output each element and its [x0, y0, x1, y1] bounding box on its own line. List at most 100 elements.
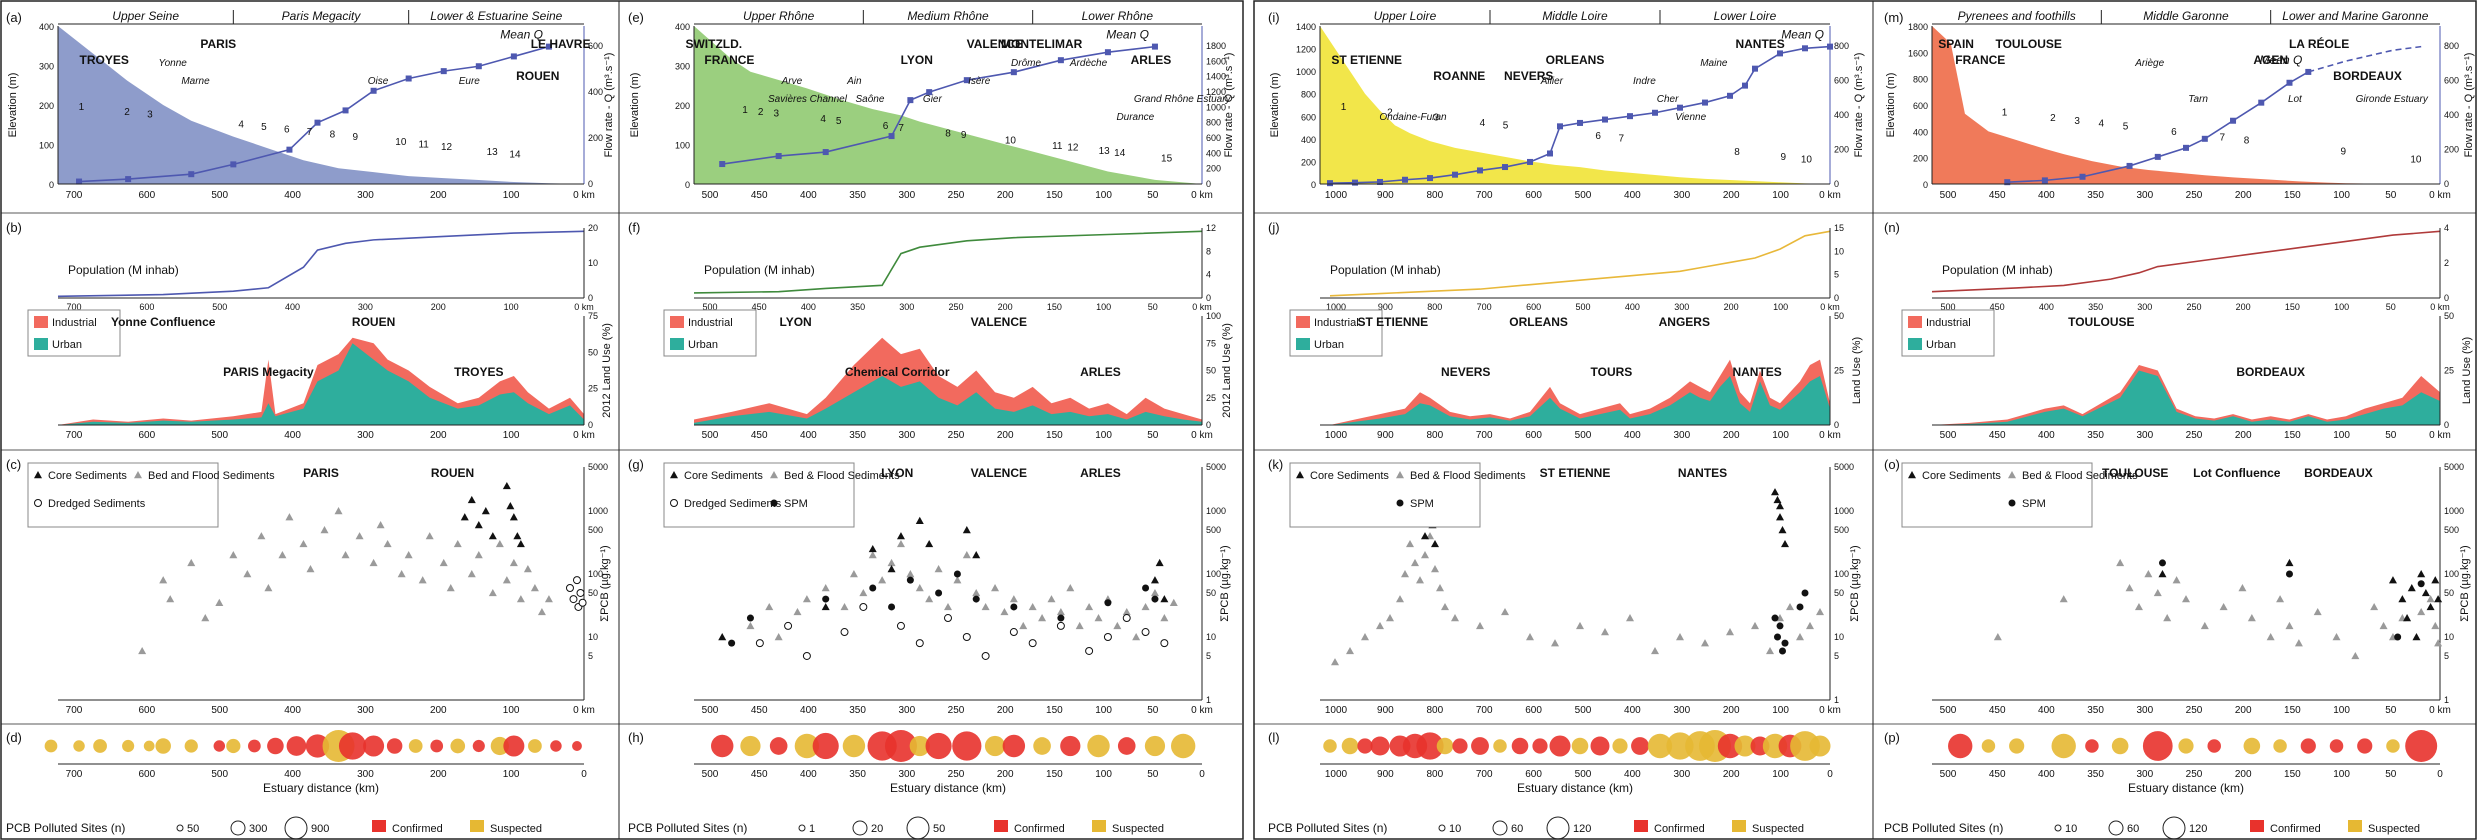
y2-tick: 1000 — [1834, 506, 1854, 516]
core-sediment-point — [1431, 539, 1439, 548]
x-tick: 200 — [430, 430, 447, 441]
bed-sediment-point — [1526, 633, 1534, 641]
y2-tick: 0 — [588, 179, 593, 189]
panel-label: (p) — [1884, 730, 1900, 745]
core-sediment-point — [1773, 495, 1782, 504]
bed-sediment-point — [334, 507, 343, 515]
y2-axis-label: Flow rate - Q (m³.s⁻¹) — [2463, 53, 2475, 158]
urban-swatch — [670, 338, 684, 350]
mean-q-point — [2201, 135, 2208, 142]
dredged-sediment-point — [962, 633, 971, 642]
y2-tick: 0 — [2444, 420, 2449, 430]
site-size-legend — [1492, 820, 1508, 836]
x-tick: 200 — [1724, 302, 1739, 312]
x-tick: 0 km — [2429, 705, 2451, 716]
y2-axis-label: ΣPCB (µg.kg⁻¹) — [599, 545, 611, 621]
x-tick: 300 — [1673, 769, 1690, 780]
x-tick: 200 — [2235, 190, 2252, 201]
y-tick: 600 — [1301, 112, 1316, 122]
bed-sediment-point — [887, 558, 896, 567]
dredged-sediment-point — [981, 651, 990, 660]
y-tick: 100 — [39, 141, 54, 151]
core-sediment-point — [2431, 576, 2440, 584]
elevation-annotation: 2 — [1387, 107, 1393, 118]
land-annotation: Chemical Corridor — [845, 365, 950, 379]
y-tick: 200 — [39, 101, 54, 111]
bed-sediment-point — [1009, 595, 1018, 603]
pcb-annotation: Lot Confluence — [2193, 466, 2281, 480]
core-sediment-point — [467, 495, 476, 504]
elevation-annotation: Ardèche — [1069, 58, 1108, 69]
x-tick: 0 — [1827, 769, 1833, 780]
x-tick: 200 — [430, 705, 447, 716]
elevation-annotation: 5 — [836, 116, 842, 127]
x-tick: 400 — [1624, 190, 1641, 201]
x-tick: 250 — [948, 302, 963, 312]
x-tick: 500 — [211, 430, 228, 441]
x-tick: 500 — [1575, 705, 1592, 716]
x-axis-label: Estuary distance (km) — [890, 781, 1006, 795]
mean-q-point — [2154, 153, 2161, 160]
elevation-annotation: LE HAVRE — [531, 37, 591, 51]
y2-axis-label: Flow rate - Q (m³.s⁻¹) — [603, 53, 615, 158]
y2-tick: 400 — [2444, 110, 2459, 120]
bed-sediment-point — [1806, 621, 1814, 630]
x-tick: 250 — [948, 190, 965, 201]
core-sediment-point — [925, 539, 934, 548]
bed-sediment-point — [369, 558, 378, 567]
x-tick: 200 — [997, 769, 1014, 780]
x-tick: 400 — [2038, 769, 2055, 780]
x-tick: 450 — [751, 430, 768, 441]
x-tick: 150 — [2284, 705, 2301, 716]
polluted-site-marker — [1341, 737, 1359, 755]
zone-label: Paris Megacity — [282, 9, 362, 23]
pcb-annotation: TOULOUSE — [2102, 466, 2168, 480]
spm-point — [1801, 589, 1809, 597]
site-size-legend — [1438, 824, 1446, 832]
dredged-sediment-point — [755, 639, 764, 648]
x-tick: 150 — [1046, 190, 1063, 201]
rhone-column: (e) Upper Rhône Medium Rhône Lower Rhône Mea… — [628, 9, 1235, 840]
y2-tick: 50 — [1834, 311, 1844, 321]
bed-sediment-point — [1993, 633, 2002, 641]
pcb-annotation: NANTES — [1678, 466, 1727, 480]
y-tick: 200 — [1301, 157, 1316, 167]
bed-sediment-point — [934, 565, 943, 573]
spm-point — [1151, 595, 1159, 603]
population-label: Population (M inhab) — [1942, 263, 2053, 277]
elevation-annotation: TOULOUSE — [1995, 37, 2061, 51]
pcb-legend-box — [1289, 462, 1481, 528]
core-sediment-point — [506, 502, 515, 510]
elevation-annotation: 3 — [2074, 116, 2080, 127]
mean-q-point — [314, 119, 321, 126]
y-tick: 200 — [675, 101, 690, 111]
x-tick: 100 — [2333, 190, 2350, 201]
bed-sediment-point — [2313, 607, 2322, 616]
panel-label: (e) — [628, 10, 644, 25]
mean-q-point — [2230, 117, 2237, 124]
core-sediment-point — [481, 507, 490, 515]
x-tick: 900 — [1377, 430, 1394, 441]
x-tick: 50 — [1147, 705, 1159, 716]
mean-q-point — [1702, 99, 1708, 106]
x-tick: 600 — [1525, 430, 1542, 441]
spm-point — [953, 570, 961, 578]
zone-label: Lower Loire — [1714, 9, 1777, 23]
bed-sediment-point — [1816, 607, 1824, 616]
elevation-annotation: Eure — [459, 76, 481, 87]
elevation-annotation: Marne — [181, 76, 210, 87]
x-tick: 0 — [581, 769, 587, 780]
spm-point — [1796, 603, 1804, 611]
bed-sediment-point — [1066, 583, 1075, 592]
y-tick: 300 — [39, 62, 54, 72]
mean-q-point — [719, 161, 726, 168]
dredged-sediment-point — [802, 651, 811, 660]
mean-q-point — [2041, 177, 2048, 184]
legend-label: SPM — [2022, 498, 2046, 510]
y-tick: 400 — [1301, 135, 1316, 145]
y2-tick: 600 — [2444, 76, 2459, 86]
bed-sediment-point — [2332, 633, 2341, 641]
bed-sediment-point — [2172, 576, 2181, 584]
x-tick: 100 — [1095, 190, 1112, 201]
polluted-site-marker — [93, 739, 107, 753]
